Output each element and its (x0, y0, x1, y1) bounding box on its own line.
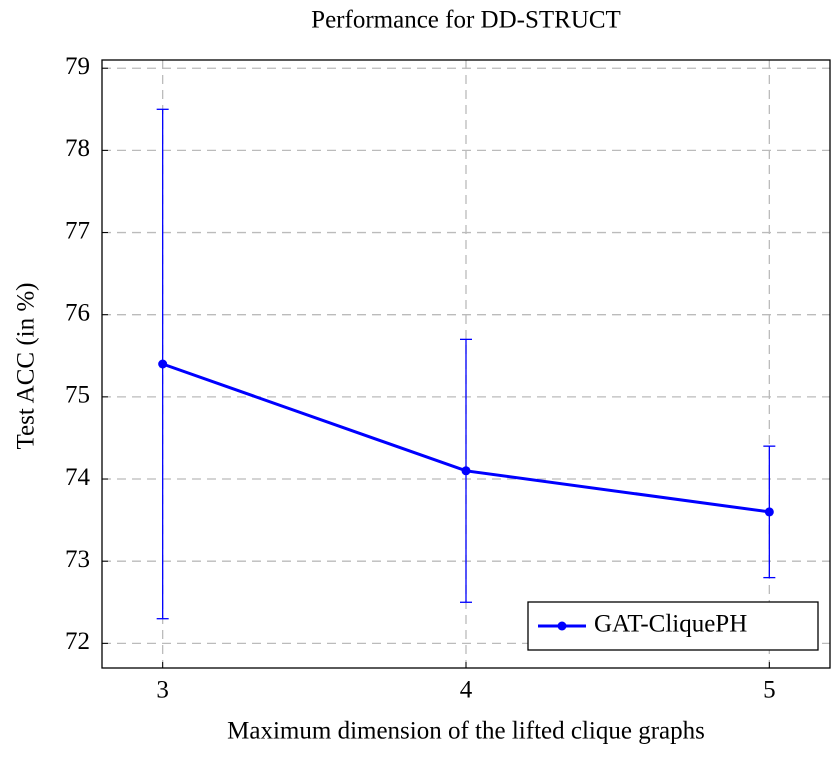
legend-marker (557, 621, 567, 631)
legend-label: GAT-CliquePH (594, 611, 747, 638)
y-tick-label: 78 (65, 135, 90, 162)
data-point (764, 507, 774, 517)
y-tick-label: 75 (65, 382, 90, 409)
chart-title: Performance for DD-STRUCT (311, 7, 621, 34)
y-tick-label: 74 (65, 464, 91, 491)
x-tick-label: 4 (460, 677, 473, 704)
y-tick-label: 79 (65, 53, 90, 80)
y-tick-label: 73 (65, 546, 90, 573)
x-tick-label: 3 (156, 677, 169, 704)
y-tick-label: 72 (65, 628, 90, 655)
y-tick-label: 76 (65, 299, 90, 326)
data-point (461, 466, 471, 476)
data-point (158, 359, 168, 369)
plot-frame (101, 59, 831, 669)
y-axis-label: Test ACC (in %) (13, 283, 40, 450)
y-tick-label: 77 (65, 217, 90, 244)
x-tick-label: 5 (763, 677, 776, 704)
x-axis-label: Maximum dimension of the lifted clique g… (227, 718, 705, 745)
